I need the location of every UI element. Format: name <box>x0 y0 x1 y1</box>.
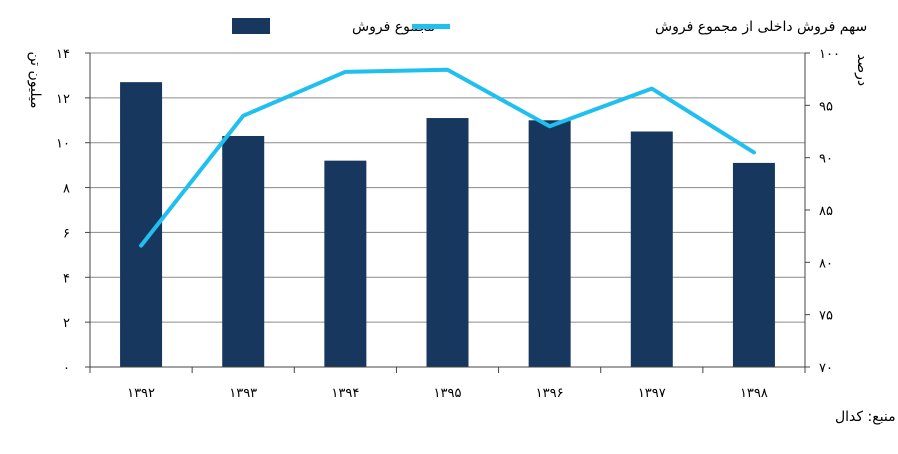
x-tick-label: ۱۳۹۳ <box>229 386 257 401</box>
y-left-tick-label: ۱۴ <box>56 47 70 62</box>
y-left-tick-label: ۸ <box>63 182 70 197</box>
bar <box>732 162 775 367</box>
y-right-tick-label: ۹۰ <box>819 152 833 167</box>
line-series <box>139 67 756 248</box>
y-left-tick-label: ۱۰ <box>56 137 70 152</box>
axes: ۰ ۲ ۴ ۶ ۸ ۱۰ ۱۲ ۱۴ ۷۰ ۷۵ ۸۰ ۸۵ ۹۰ ۹۵ ۱۰۰ ۱۳۹۲ ۱۳۹۳ ۱۳۹۴ ۱۳… <box>56 47 840 401</box>
bar <box>222 135 265 367</box>
y-left-tick-label: ۱۲ <box>56 92 70 107</box>
y-right-tick-label: ۷۰ <box>819 361 833 376</box>
y-right-tick-label: ۸۵ <box>819 204 833 219</box>
y-right-tick-label: ۹۵ <box>819 99 833 114</box>
legend-bar-swatch <box>232 18 270 34</box>
legend-line-swatch <box>412 24 450 29</box>
series-line <box>139 67 756 248</box>
y-left-tick-label: ۰ <box>63 361 70 376</box>
bar <box>324 160 367 367</box>
y-left-tick-label: ۶ <box>63 226 70 241</box>
y-left-tick-label: ۲ <box>63 316 70 331</box>
y-right-tick-label: ۱۰۰ <box>819 47 840 62</box>
y-right-tick-label: ۸۰ <box>819 256 833 271</box>
y-left-axis-label: میلیون تن <box>27 51 43 108</box>
y-right-axis-label: درصد <box>854 54 870 86</box>
legend: مجموع فروش سهم فروش داخلی از مجموع فروش <box>232 18 867 35</box>
x-tick-label: ۱۳۹۴ <box>331 386 359 401</box>
bar-series <box>120 82 775 368</box>
bar <box>528 120 571 368</box>
source-note: منبع: کدال <box>835 409 896 425</box>
x-tick-label: ۱۳۹۸ <box>740 386 768 401</box>
y-right-tick-label: ۷۵ <box>819 309 833 324</box>
y-left-tick-label: ۴ <box>63 271 70 286</box>
bar <box>630 131 673 367</box>
x-tick-label: ۱۳۹۵ <box>434 386 462 401</box>
x-tick-label: ۱۳۹۷ <box>638 386 666 401</box>
legend-bar-label: مجموع فروش <box>352 19 435 35</box>
bar <box>426 118 469 368</box>
legend-line-label: سهم فروش داخلی از مجموع فروش <box>655 19 867 35</box>
x-tick-label: ۱۳۹۶ <box>536 386 564 401</box>
x-tick-label: ۱۳۹۲ <box>127 386 155 401</box>
